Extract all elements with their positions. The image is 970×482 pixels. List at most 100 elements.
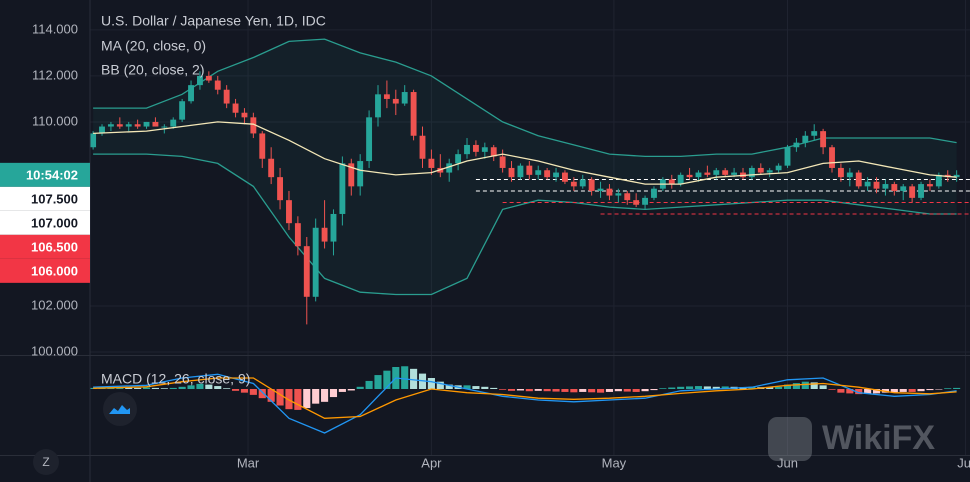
candle-body	[312, 227, 319, 297]
macd-line	[93, 373, 957, 434]
histogram-bar	[151, 387, 159, 389]
histogram-bar	[659, 388, 667, 389]
candle-body	[793, 142, 800, 148]
histogram-bar	[801, 381, 809, 389]
histogram-bar	[864, 389, 872, 394]
scale-labels: 100.000 102.000 110.000 112.000 114.000 Mar Ap…	[0, 21, 970, 470]
histogram-bar	[134, 387, 142, 389]
histogram-bar	[783, 384, 792, 389]
ma-legend: MA (20, close, 0)	[101, 38, 206, 54]
histogram-bar	[499, 389, 507, 390]
zoom-button-bg[interactable]	[33, 449, 59, 475]
candle-body	[375, 94, 381, 118]
candle-body	[677, 174, 684, 185]
histogram-bar	[427, 378, 435, 389]
histogram-bar	[160, 388, 168, 389]
candle-body	[704, 172, 711, 175]
candle-body	[588, 179, 595, 191]
histogram-bar	[579, 389, 587, 392]
candle-body	[170, 119, 177, 127]
bb-legend: BB (20, close, 2)	[101, 62, 205, 78]
candle-body	[651, 188, 657, 198]
histogram-bar	[872, 389, 881, 394]
histogram-bar	[890, 389, 898, 393]
x-tick-label: Jun	[777, 455, 798, 470]
candle-body	[615, 193, 622, 196]
histogram-bar	[258, 389, 266, 399]
histogram-bar	[650, 389, 658, 391]
candle-body	[455, 154, 462, 164]
candle-body	[223, 89, 230, 104]
histogram-bar	[294, 389, 302, 410]
price-line-label: 106.500	[31, 239, 78, 254]
candle-body	[668, 179, 675, 185]
histogram-bar	[561, 389, 569, 392]
candle-body	[232, 103, 239, 113]
histogram-bar	[694, 386, 703, 389]
candle-body	[383, 94, 390, 99]
zoom-button[interactable]: Z	[33, 449, 59, 475]
candle-body	[517, 165, 524, 178]
histogram-bar	[686, 386, 694, 389]
grid	[90, 0, 970, 455]
candle-body	[846, 172, 853, 178]
logo[interactable]	[103, 392, 137, 426]
candle-body	[927, 184, 933, 187]
histogram-bar	[125, 387, 133, 389]
candle-body	[935, 174, 942, 187]
histogram-bar	[855, 389, 863, 395]
histogram-bar	[935, 389, 943, 390]
histogram-bar	[223, 388, 231, 389]
candle-body	[918, 184, 924, 198]
histogram-bar	[810, 382, 818, 389]
candle-body	[125, 124, 132, 127]
price-line-box	[0, 234, 90, 259]
candle-body	[277, 177, 284, 201]
watermark: WikiFX	[768, 417, 935, 461]
candle-body	[891, 184, 898, 191]
watermark-icon	[768, 417, 812, 461]
candle-body	[633, 200, 640, 205]
candle-body	[419, 135, 426, 159]
histogram-bar	[614, 389, 622, 392]
candle-body	[303, 246, 310, 297]
candle-body	[143, 121, 150, 127]
candle-body	[348, 163, 355, 187]
candle-body	[330, 213, 337, 242]
histogram-bar	[347, 389, 355, 391]
candle-body	[339, 163, 346, 214]
candle-body	[508, 167, 515, 178]
candle-body	[695, 172, 702, 178]
candle-body	[766, 170, 773, 173]
candle-body	[107, 124, 114, 127]
histogram-bar	[285, 389, 293, 410]
candle-body	[286, 200, 292, 224]
y-tick-label: 102.000	[31, 297, 78, 312]
histogram-bar	[534, 389, 542, 391]
candle-body	[811, 131, 818, 136]
candle-body	[748, 167, 755, 178]
zoom-button-label[interactable]: Z	[42, 455, 49, 469]
histogram-bar	[944, 388, 952, 389]
candle-body	[900, 186, 907, 191]
candle-body	[802, 135, 809, 143]
histogram-bar	[178, 386, 186, 389]
histogram-bar	[953, 387, 961, 389]
histogram-bar	[552, 389, 560, 392]
histogram-bar	[668, 387, 676, 389]
histogram-bar	[623, 389, 631, 392]
histogram-bar	[748, 386, 756, 389]
candle-body	[268, 158, 275, 178]
candle-body	[544, 170, 551, 178]
candle-body	[624, 193, 631, 201]
candle-body	[642, 197, 649, 205]
logo-icon[interactable]	[109, 405, 130, 414]
candle-body	[526, 165, 533, 175]
candle-body	[490, 147, 497, 157]
bb-fill	[93, 39, 957, 295]
candle-body	[410, 92, 417, 136]
histogram-bar	[596, 389, 605, 393]
watermark-text: WikiFX	[822, 419, 935, 457]
candle-body	[499, 156, 506, 168]
